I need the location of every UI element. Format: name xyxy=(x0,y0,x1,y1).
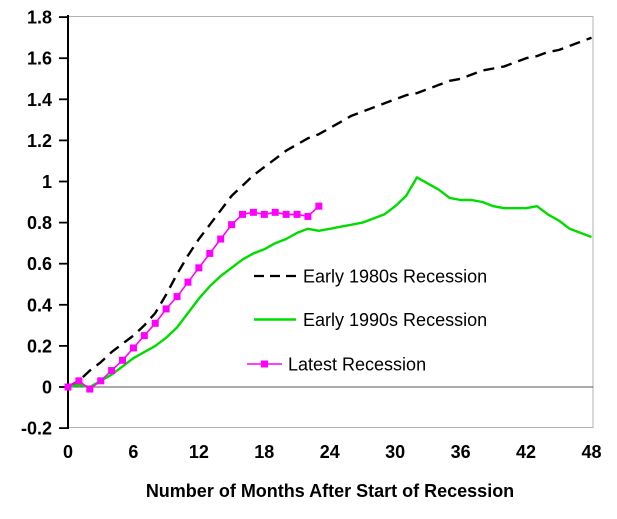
y-tick-label: 0.6 xyxy=(27,254,52,274)
series-marker-square xyxy=(173,293,181,301)
series-marker-square xyxy=(86,385,94,393)
legend-label-early-1980s: Early 1980s Recession xyxy=(303,267,487,287)
x-axis-title: Number of Months After Start of Recessio… xyxy=(146,481,514,501)
series-marker-square xyxy=(315,202,323,210)
x-tick-label: 6 xyxy=(128,442,138,462)
series-line-early-1980s-recession xyxy=(67,36,592,389)
series-marker-square xyxy=(217,235,225,243)
y-tick-label: 1.4 xyxy=(27,90,52,110)
x-tick-label: 12 xyxy=(189,442,209,462)
x-tick-label: 48 xyxy=(581,442,601,462)
series-marker-square xyxy=(75,377,83,385)
y-tick-label: 0.8 xyxy=(27,213,52,233)
y-tick-label: -0.2 xyxy=(21,419,52,439)
series-marker-square xyxy=(64,383,72,391)
legend: Early 1980s Recession Early 1990s Recess… xyxy=(247,267,487,375)
series-marker-square xyxy=(282,210,290,218)
y-tick-label: 1.2 xyxy=(27,131,52,151)
x-tick-label: 0 xyxy=(63,442,73,462)
y-tick-label: 0.4 xyxy=(27,295,52,315)
data-series xyxy=(64,36,592,393)
legend-item-early-1990s: Early 1990s Recession xyxy=(254,310,487,330)
series-marker-square xyxy=(271,208,279,216)
x-tick-label: 36 xyxy=(451,442,471,462)
series-marker-square xyxy=(249,208,257,216)
legend-item-early-1980s: Early 1980s Recession xyxy=(254,267,487,287)
series-marker-square xyxy=(184,278,192,286)
x-tick-label: 42 xyxy=(516,442,536,462)
x-tick-label: 30 xyxy=(385,442,405,462)
legend-swatch-square-marker xyxy=(261,360,268,368)
y-tick-label: 1.6 xyxy=(27,49,52,69)
axes: -0.2 0 0.2 0.4 0.6 0.8 1 1.2 1.4 1.6 1.8 0 6 12 18 24 30… xyxy=(21,8,602,462)
series-line-latest-recession xyxy=(67,205,320,390)
y-tick-label: 1.8 xyxy=(27,8,52,28)
x-tick-label: 18 xyxy=(254,442,274,462)
series-marker-square xyxy=(162,305,170,313)
series-marker-square xyxy=(108,367,116,375)
y-tick-label: 1 xyxy=(42,172,52,192)
series-marker-square xyxy=(140,332,148,340)
series-marker-square xyxy=(97,377,105,385)
series-marker-square xyxy=(260,210,268,218)
series-marker-square xyxy=(129,344,137,352)
series-marker-square xyxy=(119,356,127,364)
legend-label-early-1990s: Early 1990s Recession xyxy=(303,310,487,330)
series-line-early-1990s-recession xyxy=(67,176,592,389)
series-marker-square xyxy=(195,264,203,272)
x-tick-label: 24 xyxy=(320,442,340,462)
series-marker-square xyxy=(239,210,246,218)
legend-item-latest: Latest Recession xyxy=(247,355,426,375)
legend-label-latest: Latest Recession xyxy=(288,355,426,375)
series-marker-square xyxy=(228,221,236,229)
y-tick-label: 0 xyxy=(42,378,52,398)
y-tick-label: 0.2 xyxy=(27,336,52,356)
series-marker-square xyxy=(304,212,312,220)
series-marker-square xyxy=(293,210,301,218)
series-marker-square xyxy=(151,319,159,327)
series-marker-square xyxy=(206,249,214,257)
